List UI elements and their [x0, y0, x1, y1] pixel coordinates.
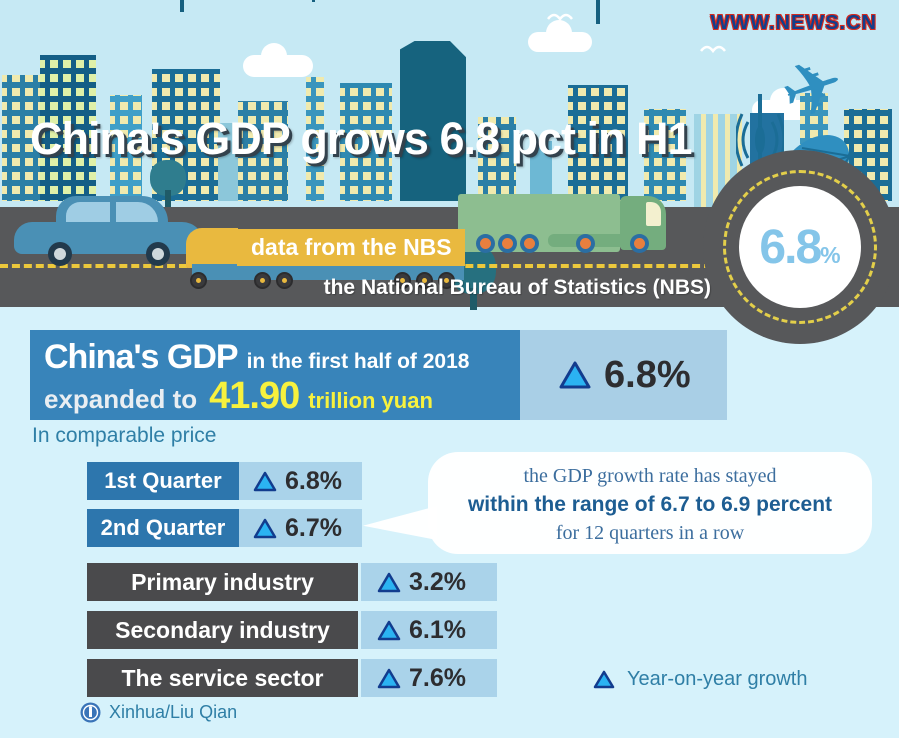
quarter-value: 6.7%	[285, 513, 342, 542]
comparable-price-note: In comparable price	[32, 424, 217, 447]
car-illustration	[14, 196, 204, 268]
up-triangle-icon	[377, 620, 401, 640]
building	[230, 88, 296, 214]
site-url[interactable]: WWW.NEWS.CN	[710, 12, 877, 34]
up-triangle-icon	[559, 361, 591, 389]
headline-period: in the first half of 2018	[246, 350, 470, 373]
up-triangle-icon	[377, 572, 401, 592]
building	[392, 28, 474, 214]
nbs-banner: data from the NBS	[237, 229, 465, 266]
up-triangle-icon	[253, 471, 277, 491]
building	[102, 82, 150, 214]
growth-badge: 6.8 %	[703, 150, 897, 344]
cloud-icon	[243, 43, 313, 77]
gdp-headline-text: China's GDP in the first half of 2018 ex…	[30, 330, 520, 420]
bubble-line2: within the range of 6.7 to 6.9 percent	[467, 493, 833, 516]
industry-label: The service sector	[87, 659, 358, 697]
xinhua-logo-icon	[80, 702, 101, 723]
building	[636, 96, 694, 214]
sky	[0, 0, 899, 214]
industry-row: Secondary industry 6.1%	[87, 611, 497, 649]
quarter-value: 6.8%	[285, 466, 342, 495]
industry-row: The service sector 7.6%	[87, 659, 497, 697]
quarter-label: 1st Quarter	[87, 462, 239, 500]
building	[210, 110, 248, 214]
industry-value-box: 6.1%	[361, 611, 497, 649]
h1-growth-box: 6.8%	[520, 330, 727, 420]
antenna-icon	[596, 0, 600, 24]
gdp-value: 41.90	[209, 375, 300, 417]
road-caption: the National Bureau of Statistics (NBS)	[323, 276, 711, 299]
industry-row: Primary industry 3.2%	[87, 563, 497, 601]
gdp-headline-panel: China's GDP in the first half of 2018 ex…	[30, 330, 727, 420]
bubble-line1: the GDP growth rate has stayed	[523, 465, 777, 487]
headline-prefix: expanded to	[44, 384, 198, 414]
industry-value-box: 3.2%	[361, 563, 497, 601]
credit: Xinhua/Liu Qian	[80, 702, 237, 723]
bird-icon	[700, 45, 726, 54]
speech-bubble-tail	[363, 506, 437, 540]
bubble-line3: for 12 quarters in a row	[555, 522, 745, 545]
up-triangle-icon	[593, 670, 615, 689]
industry-value-box: 7.6%	[361, 659, 497, 697]
quarter-value-box: 6.7%	[239, 509, 362, 547]
industry-value: 3.2%	[409, 567, 466, 596]
quarter-label: 2nd Quarter	[87, 509, 239, 547]
quarter-value-box: 6.8%	[239, 462, 362, 500]
legend: Year-on-year growth	[593, 668, 807, 691]
headline-strong: China's GDP	[44, 338, 239, 376]
quarter-row: 1st Quarter 6.8%	[87, 462, 362, 500]
page-title: China's GDP grows 6.8 pct in H1	[30, 113, 693, 164]
gdp-unit: trillion yuan	[308, 388, 433, 413]
dashed-ring	[723, 170, 877, 324]
badge-value: 6.8	[759, 220, 822, 274]
building	[522, 128, 560, 214]
industry-label: Secondary industry	[87, 611, 358, 649]
h1-growth-value: 6.8%	[604, 353, 691, 396]
up-triangle-icon	[253, 518, 277, 538]
building	[0, 62, 52, 214]
industry-value: 7.6%	[409, 663, 466, 692]
antenna-icon	[312, 0, 315, 2]
badge-unit: %	[820, 241, 841, 268]
credit-text: Xinhua/Liu Qian	[109, 702, 238, 722]
up-triangle-icon	[377, 668, 401, 688]
antenna-icon	[180, 0, 184, 12]
building	[298, 64, 332, 214]
legend-label: Year-on-year growth	[627, 668, 808, 690]
building	[32, 42, 104, 214]
bird-icon	[547, 13, 573, 22]
speech-bubble: the GDP growth rate has stayed within th…	[428, 452, 872, 554]
quarter-row: 2nd Quarter 6.7%	[87, 509, 362, 547]
tree-icon	[146, 160, 190, 212]
building	[332, 70, 400, 214]
industry-label: Primary industry	[87, 563, 358, 601]
building	[470, 104, 524, 214]
industry-value: 6.1%	[409, 615, 466, 644]
cloud-icon	[528, 20, 592, 52]
building	[560, 72, 636, 214]
